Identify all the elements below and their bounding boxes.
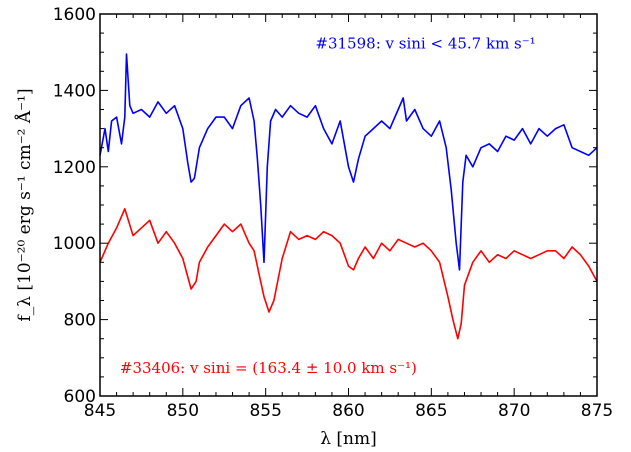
ticks-layer: 845 850 855 860 865 870 875 600 800 1000 1200 1400 1… bbox=[53, 5, 613, 421]
annotation-red: #33406: v sini = (163.4 ± 10.0 km s⁻¹) bbox=[120, 359, 417, 377]
x-tick-label: 845 bbox=[84, 401, 116, 421]
series-line-1 bbox=[99, 208, 598, 340]
y-tick-label: 800 bbox=[64, 311, 96, 331]
x-tick-label: 855 bbox=[249, 401, 281, 421]
plot-frame bbox=[99, 13, 598, 397]
y-tick-label: 1200 bbox=[53, 158, 96, 178]
annotation-blue: #31598: v sini < 45.7 km s⁻¹ bbox=[315, 34, 535, 52]
x-tick-label: 860 bbox=[332, 401, 364, 421]
y-tick-label: 600 bbox=[64, 387, 96, 407]
series-line-0 bbox=[99, 53, 598, 271]
series-layer bbox=[99, 53, 598, 340]
x-tick-label: 865 bbox=[415, 401, 447, 421]
y-tick-label: 1600 bbox=[53, 5, 96, 25]
y-tick-label: 1400 bbox=[53, 81, 96, 101]
x-tick-label: 850 bbox=[167, 401, 199, 421]
y-tick-label: 1000 bbox=[53, 234, 96, 254]
x-axis-label: λ [nm] bbox=[320, 429, 377, 449]
x-tick-label: 875 bbox=[581, 401, 613, 421]
x-tick-label: 870 bbox=[498, 401, 530, 421]
y-axis-label: f_λ [10⁻²⁰ erg s⁻¹ cm⁻² Å⁻¹] bbox=[14, 88, 35, 321]
